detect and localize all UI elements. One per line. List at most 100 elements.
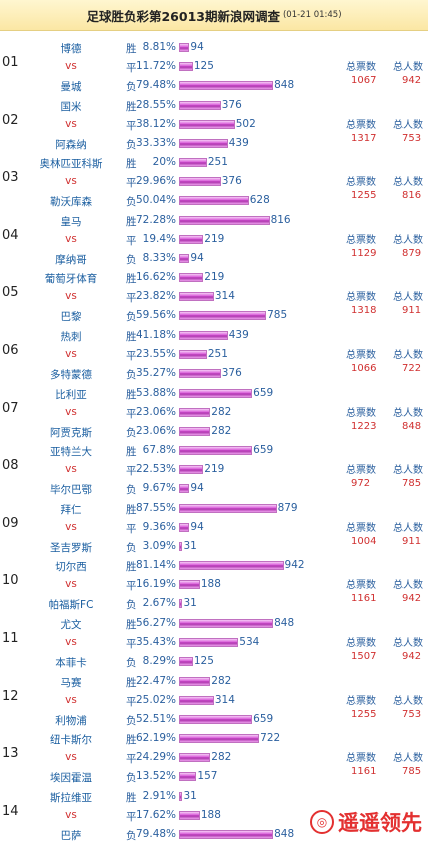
loss-line: 帕福斯FC 负 2.67% 31 <box>0 594 320 613</box>
home-team[interactable]: 博德 <box>60 43 82 55</box>
away-team[interactable]: 巴黎 <box>60 311 82 324</box>
away-team[interactable]: 曼城 <box>60 81 82 93</box>
draw-vote-count: 219 <box>204 232 225 245</box>
match-number: 12 <box>2 688 19 704</box>
total-votes-value: 1129 <box>351 247 377 259</box>
match-row: 14 斯拉维亚 胜 2.91% 31 vs 平 17.62% 188 巴萨 负 79.48% 848 <box>0 787 428 844</box>
loss-line: 埃因霍温 负 13.52% 157 <box>0 767 320 786</box>
loss-vote-bar <box>179 369 221 378</box>
away-team[interactable]: 多特蒙德 <box>50 369 92 381</box>
draw-percent: 22.53% <box>136 463 177 476</box>
loss-line: 巴萨 负 79.48% 848 <box>0 825 320 844</box>
win-line: 比利亚 胜 53.88% 659 <box>0 384 320 403</box>
loss-vote-bar <box>179 484 190 494</box>
loss-vote-count: 94 <box>190 482 204 495</box>
total-votes-label: 总票数 <box>346 119 376 131</box>
draw-percent: 23.82% <box>136 290 177 303</box>
win-percent: 2.91% <box>142 789 176 802</box>
win-label: 胜 <box>126 100 137 113</box>
home-team[interactable]: 纽卡斯尔 <box>50 734 92 747</box>
draw-vote-bar <box>179 119 235 129</box>
away-team[interactable]: 阿贾克斯 <box>50 426 92 439</box>
loss-line: 多特蒙德 负 35.27% 376 <box>0 364 320 383</box>
home-team[interactable]: 热刺 <box>60 331 82 343</box>
loss-percent: 2.67% <box>142 597 176 610</box>
home-team[interactable]: 马赛 <box>60 676 82 689</box>
home-team[interactable]: 拜仁 <box>60 503 82 516</box>
total-people-label: 总人数 <box>393 177 423 189</box>
total-people-label: 总人数 <box>393 638 423 649</box>
away-team[interactable]: 巴萨 <box>60 829 82 842</box>
draw-label: 平 <box>126 234 137 247</box>
total-people-label: 总人数 <box>393 465 423 477</box>
total-people-label: 总人数 <box>393 695 423 707</box>
loss-percent: 59.56% <box>136 309 177 322</box>
home-team[interactable]: 切尔西 <box>55 561 87 574</box>
draw-vote-count: 94 <box>190 520 204 533</box>
total-people-label: 总人数 <box>393 119 423 131</box>
loss-vote-bar <box>179 772 197 782</box>
match-row: 13 纽卡斯尔 胜 62.19% 722 vs 平 24.29% 282 埃因霍温 负 13.52% 1… <box>0 729 428 786</box>
home-team[interactable]: 国米 <box>60 100 82 113</box>
draw-vote-count: 534 <box>239 636 260 648</box>
win-vote-bar <box>179 791 183 801</box>
away-team[interactable]: 埃因霍温 <box>50 772 92 785</box>
win-vote-bar <box>179 676 211 686</box>
away-team[interactable]: 利物浦 <box>55 714 87 727</box>
away-team[interactable]: 圣吉罗斯 <box>50 541 92 554</box>
draw-vote-count: 188 <box>200 808 221 821</box>
loss-label: 负 <box>126 484 137 497</box>
loss-label: 负 <box>126 426 137 439</box>
loss-vote-count: 125 <box>193 655 214 667</box>
survey-header: 足球胜负彩第26013期新浪网调查 (01-21 01:45) <box>0 0 428 31</box>
loss-line: 毕尔巴鄂 负 9.67% 94 <box>0 479 320 498</box>
total-people-value: 785 <box>402 478 422 490</box>
win-label: 胜 <box>126 446 137 459</box>
loss-vote-bar <box>179 138 228 148</box>
win-vote-bar <box>179 446 253 456</box>
survey-title: 足球胜负彩第26013期新浪网调查 <box>86 8 280 24</box>
vs-label: vs <box>65 578 77 591</box>
home-team[interactable]: 亚特兰大 <box>50 446 92 459</box>
home-team[interactable]: 尤文 <box>60 619 82 631</box>
win-vote-count: 94 <box>190 41 204 53</box>
loss-line: 圣吉罗斯 负 3.09% 31 <box>0 537 320 556</box>
away-team[interactable]: 摩纳哥 <box>55 253 87 266</box>
home-team[interactable]: 皇马 <box>60 215 82 228</box>
match-number: 01 <box>2 55 19 70</box>
total-votes-value: 1066 <box>351 363 377 374</box>
loss-percent: 13.52% <box>136 770 177 783</box>
win-percent: 56.27% <box>136 617 177 629</box>
home-team[interactable]: 斯拉维亚 <box>50 791 92 804</box>
home-team[interactable]: 奥林匹亚科斯 <box>39 158 103 171</box>
draw-label: 平 <box>126 522 137 535</box>
win-vote-count: 659 <box>253 444 274 457</box>
total-votes-value: 972 <box>351 478 371 490</box>
away-team[interactable]: 毕尔巴鄂 <box>50 484 92 497</box>
match-row: 01 博德 胜 8.81% 94 vs 平 11.72% 125 曼城 负 79.48% 848 总票数 总… <box>0 38 428 95</box>
loss-label: 负 <box>126 311 137 324</box>
total-votes-value: 1318 <box>351 305 377 317</box>
away-team[interactable]: 勒沃库森 <box>50 196 92 209</box>
loss-vote-count: 848 <box>274 79 295 91</box>
draw-label: 平 <box>126 465 137 478</box>
vs-label: vs <box>65 751 77 764</box>
match-number: 11 <box>2 631 19 646</box>
win-label: 胜 <box>126 676 137 689</box>
loss-label: 负 <box>126 196 137 209</box>
vs-label: vs <box>65 405 77 418</box>
win-vote-count: 879 <box>277 501 298 514</box>
loss-percent: 33.33% <box>136 136 177 149</box>
away-team[interactable]: 本菲卡 <box>55 657 87 669</box>
loss-label: 负 <box>126 714 137 727</box>
win-line: 拜仁 胜 87.55% 879 <box>0 499 320 518</box>
away-team[interactable]: 帕福斯FC <box>48 599 94 612</box>
win-percent: 28.55% <box>136 98 177 111</box>
draw-line: vs 平 17.62% 188 <box>0 806 320 825</box>
home-team[interactable]: 比利亚 <box>55 388 87 401</box>
vs-label: vs <box>65 117 77 130</box>
home-team[interactable]: 葡萄牙体育 <box>44 273 98 286</box>
match-row: 03 奥林匹亚科斯 胜 20% 251 vs 平 29.96% 376 勒沃库森 负 50.04% 62… <box>0 153 428 210</box>
away-team[interactable]: 阿森纳 <box>55 138 87 151</box>
vs-label: vs <box>65 60 77 72</box>
